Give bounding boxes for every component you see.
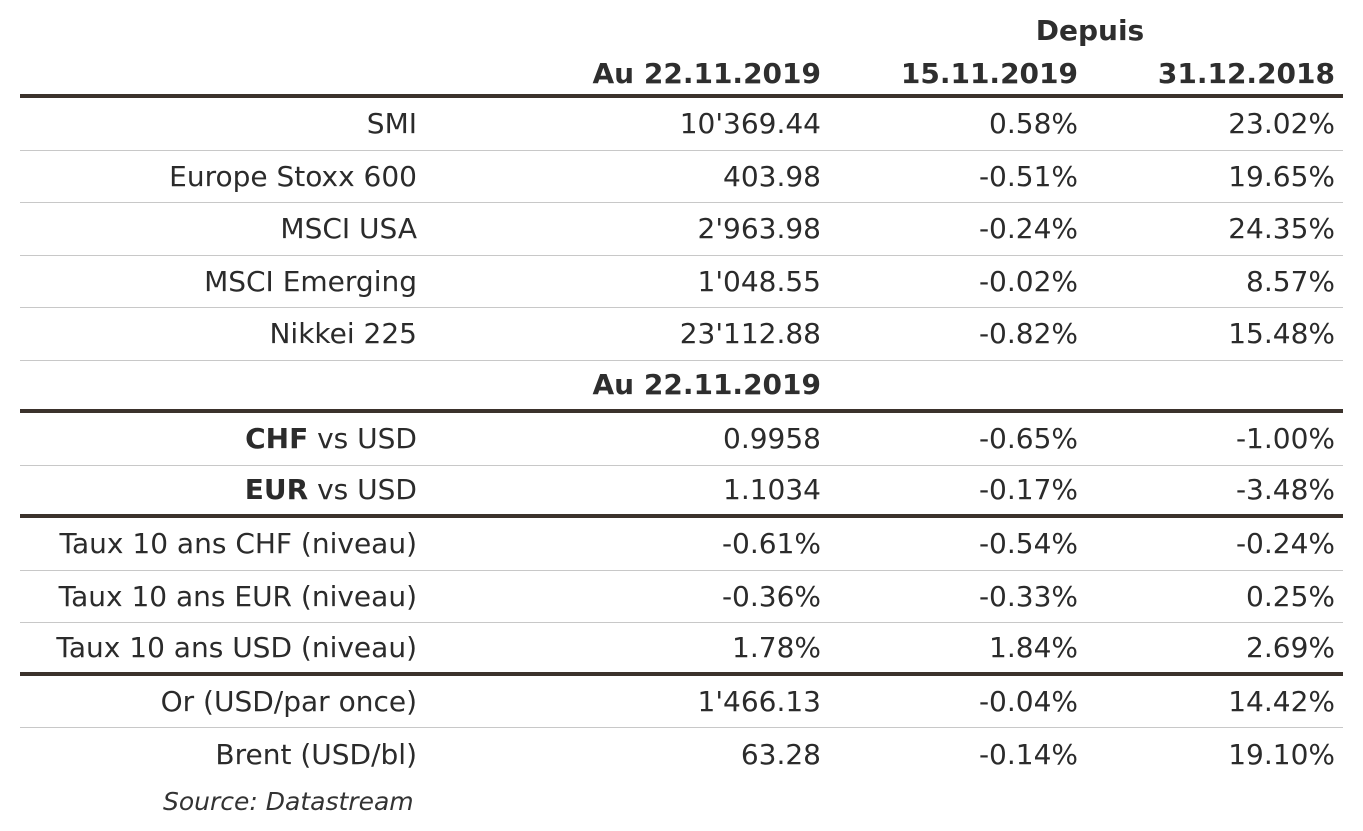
row-week-change: 0.58% bbox=[989, 107, 1078, 141]
row-label: Brent (USD/bl) bbox=[215, 737, 417, 771]
row-ytd-change: 19.10% bbox=[1228, 737, 1335, 771]
table-row: MSCI Emerging 1'048.55 -0.02% 8.57% bbox=[20, 256, 1343, 308]
table-row: Or (USD/par once) 1'466.13 -0.04% 14.42% bbox=[20, 676, 1343, 728]
row-value: 1.78% bbox=[732, 630, 821, 664]
row-label: Taux 10 ans CHF (niveau) bbox=[59, 527, 417, 561]
table-row: Taux 10 ans CHF (niveau) -0.61% -0.54% -… bbox=[20, 518, 1343, 571]
row-week-change: -0.02% bbox=[978, 264, 1078, 298]
row-ytd-change: 19.65% bbox=[1228, 159, 1335, 193]
header-col-value: Au 22.11.2019 bbox=[592, 57, 821, 90]
row-ytd-change: -3.48% bbox=[1235, 473, 1335, 507]
row-value: 1'048.55 bbox=[697, 264, 821, 298]
row-ytd-change: -1.00% bbox=[1235, 422, 1335, 456]
header-col-week: 15.11.2019 bbox=[900, 57, 1078, 90]
currency-suffix: vs USD bbox=[308, 473, 417, 507]
row-ytd-change: 2.69% bbox=[1246, 630, 1335, 664]
table-row: MSCI USA 2'963.98 -0.24% 24.35% bbox=[20, 203, 1343, 256]
row-value: 63.28 bbox=[740, 737, 821, 771]
row-week-change: -0.33% bbox=[978, 579, 1078, 613]
subheader-label-empty bbox=[20, 361, 417, 410]
row-week-change: -0.82% bbox=[978, 317, 1078, 351]
row-label: CHF vs USD bbox=[20, 413, 417, 465]
source-note: Source: Datastream bbox=[163, 787, 414, 816]
row-label: Or (USD/par once) bbox=[160, 684, 417, 718]
table-row: Nikkei 225 23'112.88 -0.82% 15.48% bbox=[20, 308, 1343, 361]
row-label: EUR vs USD bbox=[20, 466, 417, 515]
row-ytd-change: 24.35% bbox=[1228, 212, 1335, 246]
row-label: Europe Stoxx 600 bbox=[169, 159, 417, 193]
row-week-change: -0.17% bbox=[978, 473, 1078, 507]
row-week-change: -0.14% bbox=[978, 737, 1078, 771]
market-table: Au 22.11.2019 15.11.2019 31.12.2018 SMI … bbox=[20, 0, 1343, 781]
row-week-change: -0.51% bbox=[978, 159, 1078, 193]
table-row: Brent (USD/bl) 63.28 -0.14% 19.10% bbox=[20, 728, 1343, 781]
row-label: MSCI Emerging bbox=[204, 264, 417, 298]
currency-code: CHF bbox=[245, 422, 309, 456]
fx-subheader-row: Au 22.11.2019 bbox=[20, 361, 1343, 413]
table-row: Taux 10 ans EUR (niveau) -0.36% -0.33% 0… bbox=[20, 571, 1343, 623]
currency-suffix: vs USD bbox=[308, 422, 417, 456]
row-week-change: -0.54% bbox=[978, 527, 1078, 561]
row-ytd-change: 15.48% bbox=[1228, 317, 1335, 351]
header-col-ytd: 31.12.2018 bbox=[1157, 57, 1335, 90]
row-value: -0.61% bbox=[721, 527, 821, 561]
table-header-row: Au 22.11.2019 15.11.2019 31.12.2018 bbox=[20, 0, 1343, 98]
row-ytd-change: -0.24% bbox=[1235, 527, 1335, 561]
row-label: Nikkei 225 bbox=[269, 317, 417, 351]
row-value: 1.1034 bbox=[723, 473, 821, 507]
row-value: 10'369.44 bbox=[679, 107, 821, 141]
row-value: 1'466.13 bbox=[697, 684, 821, 718]
row-value: 403.98 bbox=[723, 159, 821, 193]
row-week-change: -0.04% bbox=[978, 684, 1078, 718]
subheader-col-value: Au 22.11.2019 bbox=[592, 368, 821, 402]
row-ytd-change: 14.42% bbox=[1228, 684, 1335, 718]
row-ytd-change: 0.25% bbox=[1246, 579, 1335, 613]
row-value: 23'112.88 bbox=[679, 317, 821, 351]
currency-code: EUR bbox=[244, 473, 309, 507]
table-row: Europe Stoxx 600 403.98 -0.51% 19.65% bbox=[20, 151, 1343, 203]
row-ytd-change: 8.57% bbox=[1246, 264, 1335, 298]
row-label: SMI bbox=[366, 107, 417, 141]
row-week-change: -0.24% bbox=[978, 212, 1078, 246]
table-row: CHF vs USD 0.9958 -0.65% -1.00% bbox=[20, 413, 1343, 466]
table-row: Taux 10 ans USD (niveau) 1.78% 1.84% 2.6… bbox=[20, 623, 1343, 676]
row-label: Taux 10 ans EUR (niveau) bbox=[58, 579, 417, 613]
row-ytd-change: 23.02% bbox=[1228, 107, 1335, 141]
row-week-change: -0.65% bbox=[978, 422, 1078, 456]
header-depuis: Depuis bbox=[1035, 13, 1145, 47]
row-week-change: 1.84% bbox=[989, 630, 1078, 664]
row-value: 2'963.98 bbox=[697, 212, 821, 246]
row-label: Taux 10 ans USD (niveau) bbox=[56, 630, 417, 664]
row-value: -0.36% bbox=[721, 579, 821, 613]
row-value: 0.9958 bbox=[723, 422, 821, 456]
table-row: EUR vs USD 1.1034 -0.17% -3.48% bbox=[20, 466, 1343, 518]
table-row: SMI 10'369.44 0.58% 23.02% bbox=[20, 98, 1343, 151]
header-label-empty bbox=[20, 0, 417, 94]
row-label: MSCI USA bbox=[280, 212, 417, 246]
